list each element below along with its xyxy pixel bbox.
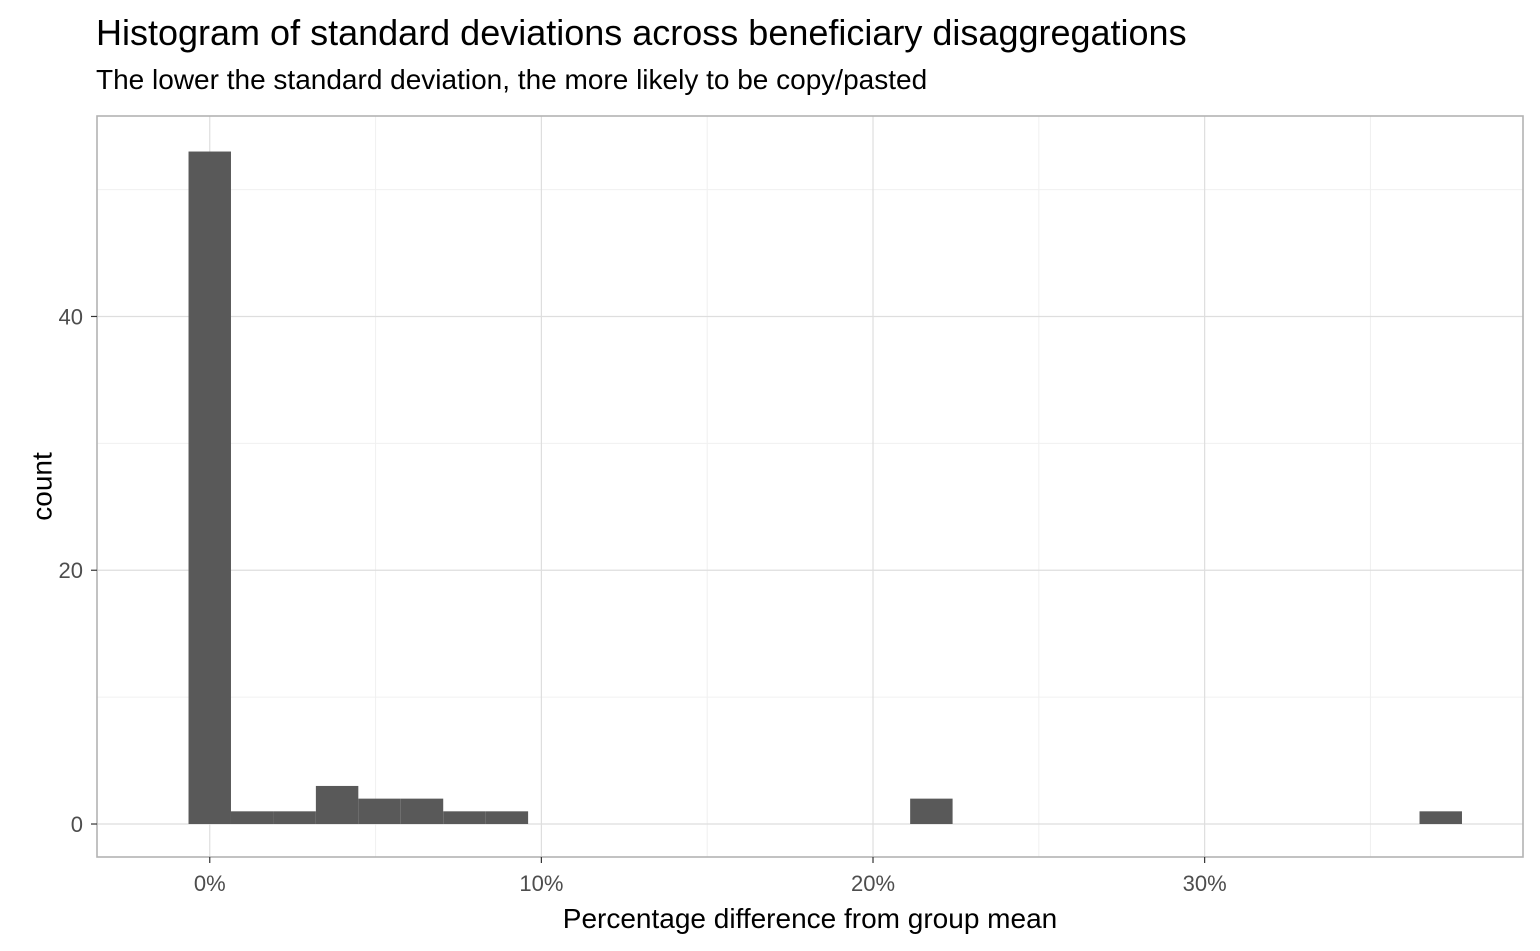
major-gridlines — [97, 116, 1523, 857]
histogram-bar — [443, 811, 486, 825]
minor-gridlines — [97, 116, 1523, 857]
histogram-bar — [273, 811, 316, 825]
x-tick-label: 20% — [851, 871, 895, 896]
y-tick-label: 20 — [59, 558, 83, 583]
histogram-bar — [400, 798, 444, 825]
y-tick-label: 40 — [59, 304, 83, 329]
x-tick-label: 10% — [519, 871, 563, 896]
y-tick-label: 0 — [71, 812, 83, 837]
histogram-bar — [188, 151, 231, 825]
chart-subtitle: The lower the standard deviation, the mo… — [96, 64, 928, 95]
x-tick-label: 0% — [194, 871, 226, 896]
histogram-bar — [910, 798, 953, 825]
histogram-bar — [230, 811, 274, 825]
x-axis-title: Percentage difference from group mean — [563, 903, 1057, 934]
histogram-bar — [315, 785, 359, 825]
x-axis-ticks: 0% 10% 20% 30% — [194, 857, 1227, 896]
x-tick-label: 30% — [1183, 871, 1227, 896]
histogram-bar — [358, 798, 401, 825]
chart-title: Histogram of standard deviations across … — [96, 12, 1187, 53]
y-axis-title: count — [27, 452, 58, 521]
y-axis-ticks: 0 20 40 — [59, 304, 97, 837]
histogram-bar — [1419, 811, 1462, 825]
histogram-bar — [485, 811, 529, 825]
plot-panel-border — [96, 115, 1524, 858]
histogram-bars — [188, 151, 1462, 825]
